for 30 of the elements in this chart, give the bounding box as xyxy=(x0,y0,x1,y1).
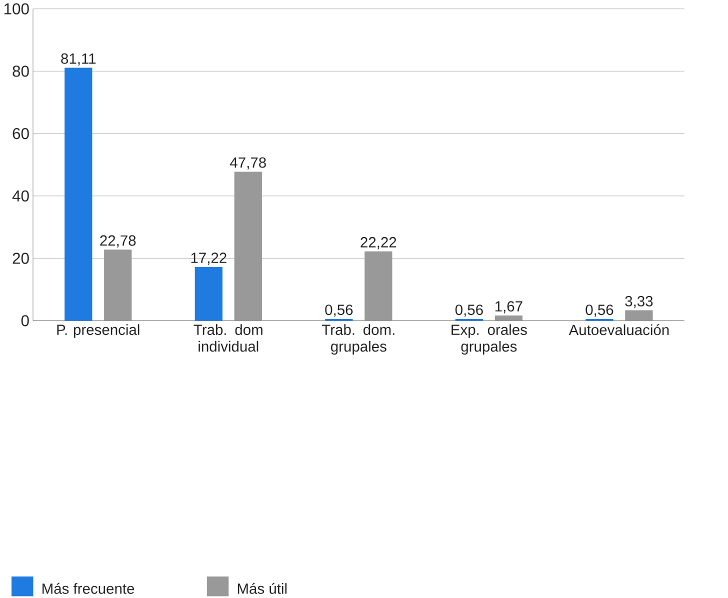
data-label: 22,78 xyxy=(100,235,136,248)
x-tick-label: Autoevaluación xyxy=(568,324,669,336)
data-label: 0,56 xyxy=(325,304,353,317)
data-label: 0,56 xyxy=(586,304,614,317)
y-tick-label: 20 xyxy=(12,252,29,264)
data-label: 22,22 xyxy=(360,236,396,250)
y-tick-label: 40 xyxy=(12,190,29,202)
x-tick-label: Exp. orales grupales xyxy=(452,324,527,354)
bar xyxy=(104,250,132,321)
data-label: 17,22 xyxy=(191,252,226,265)
x-tick-label: Trab. dom individual xyxy=(194,324,262,352)
y-tick-label: 0 xyxy=(21,315,29,326)
bar xyxy=(364,251,392,321)
bar xyxy=(494,315,522,321)
x-tick-label: Trab. dom. grupales xyxy=(322,324,394,354)
x-tick-label: P. presencial xyxy=(57,324,140,338)
data-label: 3,33 xyxy=(625,296,653,308)
legend-label: Más útil xyxy=(238,582,287,594)
data-label: 47,78 xyxy=(230,157,266,170)
data-label: 1,67 xyxy=(495,301,522,314)
y-tick-label: 60 xyxy=(12,128,29,140)
data-label: 81,11 xyxy=(61,53,96,66)
data-label: 0,56 xyxy=(455,304,483,317)
y-tick-label: 100 xyxy=(4,3,29,14)
bar xyxy=(234,172,262,321)
bar xyxy=(194,266,222,321)
legend-label: Más frecuente xyxy=(42,582,134,594)
y-tick-label: 80 xyxy=(12,66,29,77)
bar xyxy=(625,310,653,321)
bar xyxy=(64,68,92,321)
